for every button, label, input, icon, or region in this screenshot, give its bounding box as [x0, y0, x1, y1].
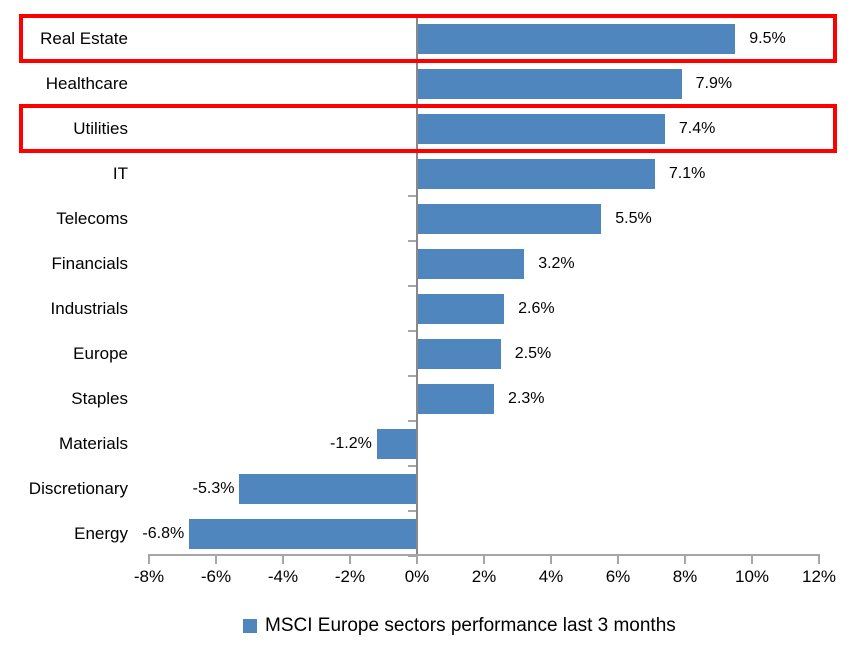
y-tick [408, 555, 416, 557]
value-label: 5.5% [615, 209, 652, 227]
bar [376, 428, 417, 459]
value-label: 7.9% [695, 74, 733, 92]
bar [417, 158, 655, 189]
category-label: IT [112, 164, 128, 183]
y-tick [408, 15, 416, 17]
value-label: -1.2% [330, 434, 372, 452]
x-tick [148, 556, 150, 564]
x-tick [684, 556, 686, 564]
x-tick [416, 556, 418, 564]
category-label: Healthcare [45, 74, 128, 93]
legend-swatch-icon [243, 619, 257, 633]
x-tick-label: -4% [267, 567, 299, 586]
x-tick-label: 8% [672, 567, 698, 586]
x-tick-label: 6% [605, 567, 631, 586]
legend: MSCI Europe sectors performance last 3 m… [243, 615, 676, 637]
category-axis-line [416, 16, 418, 556]
value-axis-line [148, 554, 820, 556]
y-tick [408, 60, 416, 62]
y-tick [408, 330, 416, 332]
bar [417, 113, 665, 144]
x-tick-label: 2% [471, 567, 497, 586]
category-label: Financials [51, 254, 128, 273]
bar [189, 518, 417, 549]
x-tick [349, 556, 351, 564]
legend-label: MSCI Europe sectors performance last 3 m… [265, 615, 676, 636]
x-tick-label: -6% [200, 567, 232, 586]
value-label: 2.5% [514, 344, 552, 362]
y-tick [408, 375, 416, 377]
bar [417, 23, 736, 54]
y-tick [408, 240, 416, 242]
value-label: -6.8% [142, 524, 185, 542]
y-tick [408, 465, 416, 467]
value-label: 2.3% [508, 389, 545, 407]
category-label: Staples [71, 389, 128, 408]
bar [417, 338, 501, 369]
y-tick [408, 150, 416, 152]
bar [239, 473, 417, 504]
y-tick [408, 195, 416, 197]
x-tick [550, 556, 552, 564]
bar [417, 68, 682, 99]
category-label: Discretionary [28, 479, 128, 498]
category-label: Real Estate [40, 29, 128, 48]
value-label: 3.2% [538, 254, 575, 272]
category-label: Utilities [73, 119, 128, 138]
x-tick-label: 10% [734, 567, 770, 586]
category-label: Europe [73, 344, 128, 363]
y-tick [408, 420, 416, 422]
x-tick [483, 556, 485, 564]
x-tick-label: -2% [334, 567, 366, 586]
bar [417, 293, 505, 324]
category-label: Materials [59, 434, 128, 453]
value-label: 7.1% [668, 164, 706, 182]
x-tick-label: -8% [133, 567, 165, 586]
x-tick [751, 556, 753, 564]
value-label: 7.4% [678, 119, 716, 137]
bar [417, 248, 525, 279]
value-label: 2.6% [518, 299, 555, 317]
value-label: 9.5% [749, 29, 786, 47]
bar [417, 203, 602, 234]
category-label: Telecoms [56, 209, 128, 228]
value-label: -5.3% [192, 479, 235, 497]
x-tick [818, 556, 820, 564]
y-tick [408, 285, 416, 287]
y-tick [408, 510, 416, 512]
x-tick-label: 12% [801, 567, 837, 586]
x-tick [282, 556, 284, 564]
category-label: Industrials [50, 299, 128, 318]
y-tick [408, 105, 416, 107]
bar [417, 383, 495, 414]
x-tick [215, 556, 217, 564]
x-tick-label: 0% [404, 567, 430, 586]
category-label: Energy [74, 524, 128, 543]
x-tick [617, 556, 619, 564]
x-tick-label: 4% [538, 567, 564, 586]
